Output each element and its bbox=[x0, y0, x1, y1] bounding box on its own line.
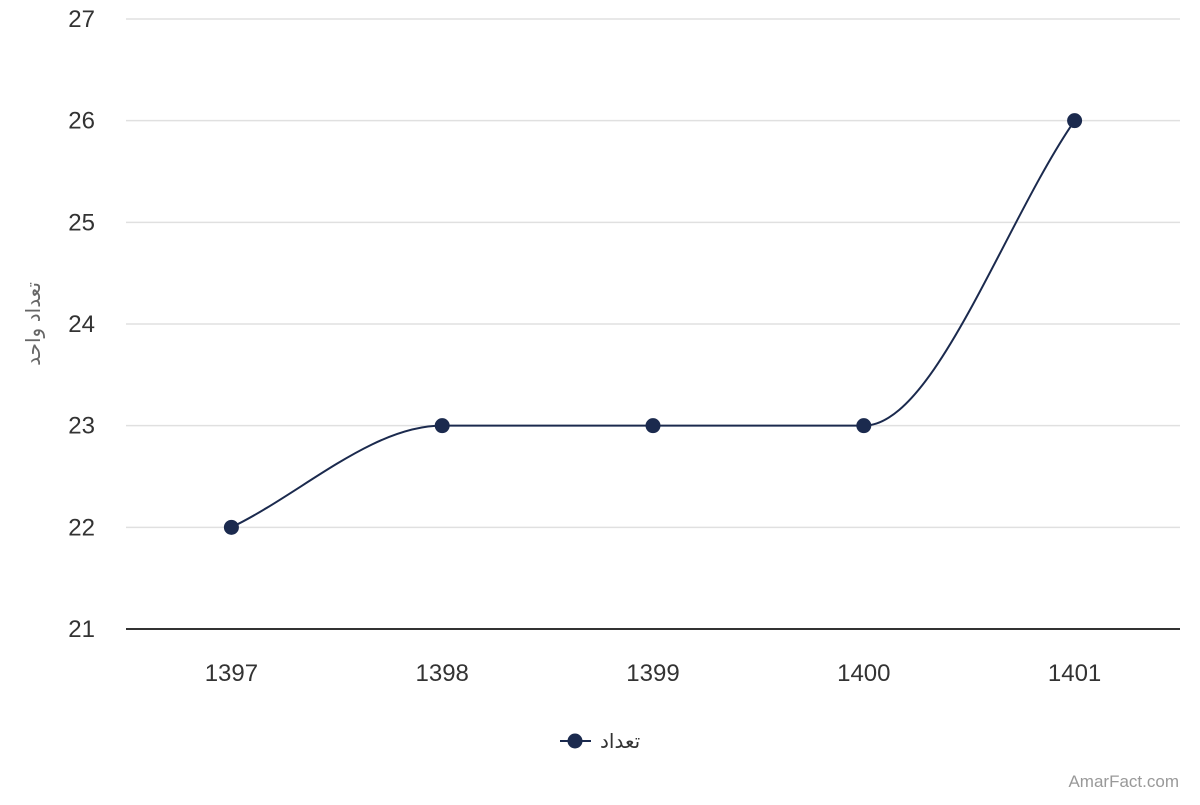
y-tick-label: 23 bbox=[68, 413, 95, 440]
x-tick-label: 1399 bbox=[626, 660, 679, 687]
data-point[interactable] bbox=[856, 418, 872, 434]
y-axis-ticks: 21 22 23 24 25 26 27 bbox=[68, 6, 95, 643]
series-layer bbox=[223, 113, 1083, 535]
x-tick-label: 1400 bbox=[837, 660, 890, 687]
data-point[interactable] bbox=[1067, 113, 1083, 129]
y-tick-label: 21 bbox=[68, 616, 95, 643]
legend-marker-dot bbox=[567, 733, 583, 749]
y-tick-label: 26 bbox=[68, 108, 95, 135]
x-tick-label: 1401 bbox=[1048, 660, 1101, 687]
x-axis-ticks: 1397 1398 1399 1400 1401 bbox=[205, 660, 1102, 687]
y-tick-label: 27 bbox=[68, 6, 95, 33]
legend[interactable]: تعداد bbox=[560, 731, 640, 753]
x-tick-label: 1397 bbox=[205, 660, 258, 687]
y-tick-label: 24 bbox=[68, 311, 95, 338]
data-point[interactable] bbox=[434, 418, 450, 434]
y-axis-title: تعداد واحد bbox=[23, 282, 45, 366]
legend-label: تعداد bbox=[600, 731, 640, 753]
series-line bbox=[230, 120, 1076, 529]
data-point[interactable] bbox=[645, 418, 661, 434]
data-point[interactable] bbox=[223, 519, 239, 535]
y-tick-label: 22 bbox=[68, 514, 95, 541]
x-tick-label: 1398 bbox=[416, 660, 469, 687]
grid-lines bbox=[126, 18, 1180, 529]
watermark-text: AmarFact.com bbox=[1068, 772, 1179, 791]
y-tick-label: 25 bbox=[68, 209, 95, 236]
